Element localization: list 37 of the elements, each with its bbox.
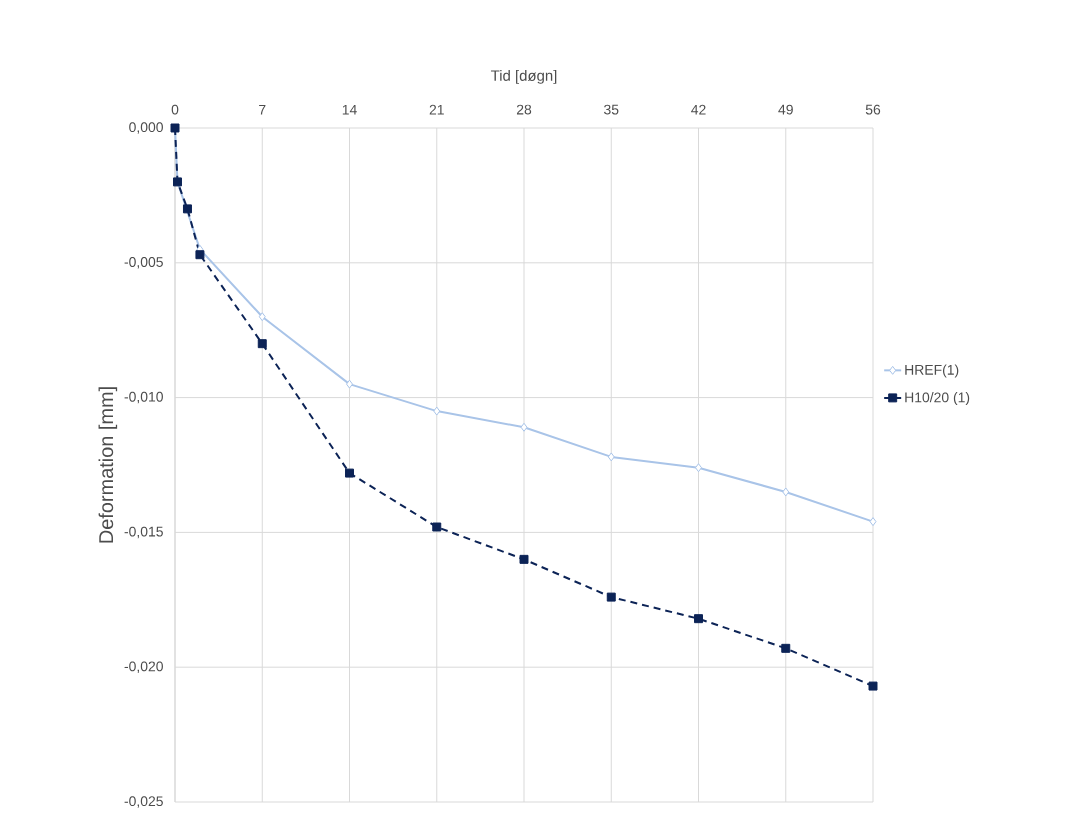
point — [782, 487, 790, 497]
y-tick-label: -0,020 — [124, 661, 163, 673]
y-tick-label: 0,000 — [129, 122, 163, 134]
point — [257, 339, 267, 349]
y-tick-label: -0,015 — [124, 526, 163, 539]
x-tick-label: 21 — [429, 104, 444, 115]
point — [868, 681, 878, 691]
y-tick-label: -0,025 — [124, 796, 163, 808]
y-tick-label: -0,005 — [124, 257, 163, 269]
point — [182, 204, 192, 214]
x-tick-label: 49 — [778, 104, 793, 115]
point — [520, 422, 528, 432]
point — [606, 592, 616, 602]
point — [433, 406, 441, 416]
x-tick-label: 35 — [604, 104, 619, 115]
point — [195, 250, 205, 260]
point — [346, 379, 353, 389]
legend-label: HREF(1) — [905, 364, 959, 378]
point — [258, 312, 266, 322]
x-axis-title: Tid [døgn] — [490, 69, 557, 84]
point — [519, 554, 529, 564]
x-tick-label: 28 — [516, 104, 532, 115]
point — [607, 452, 615, 462]
x-tick-label: 0 — [171, 104, 179, 115]
point — [432, 522, 442, 532]
point — [781, 643, 791, 653]
x-tick-label: 42 — [691, 104, 706, 115]
x-tick-label: 56 — [865, 104, 881, 115]
x-tick-label: 14 — [342, 104, 357, 115]
y-axis-title: Deformation [mm] — [98, 387, 118, 543]
point — [345, 468, 354, 478]
point — [695, 463, 702, 473]
y-tick-label: -0,010 — [124, 391, 163, 404]
x-tick-label: 7 — [259, 104, 266, 115]
point — [869, 517, 877, 527]
legend-label: H10/20 (1) — [905, 392, 970, 406]
point — [694, 614, 703, 624]
